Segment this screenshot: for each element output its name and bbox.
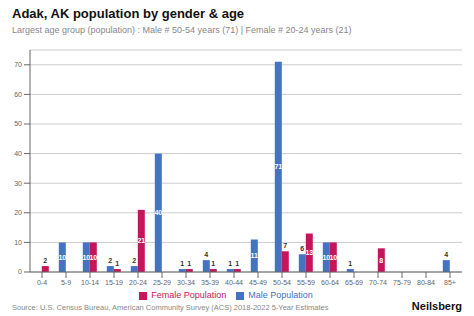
svg-text:4: 4 <box>444 251 448 258</box>
svg-text:71: 71 <box>274 163 282 170</box>
svg-text:40: 40 <box>14 150 22 157</box>
svg-text:10: 10 <box>82 253 91 261</box>
svg-text:6: 6 <box>300 245 304 252</box>
svg-text:20-24: 20-24 <box>129 279 147 286</box>
svg-text:21: 21 <box>137 237 145 244</box>
svg-text:10: 10 <box>58 254 66 261</box>
svg-text:1: 1 <box>235 260 239 267</box>
svg-text:50-54: 50-54 <box>273 279 291 286</box>
svg-text:1: 1 <box>115 260 119 267</box>
svg-text:2: 2 <box>132 257 136 264</box>
svg-text:1: 1 <box>211 260 215 267</box>
svg-text:60-64: 60-64 <box>321 279 339 286</box>
svg-text:7: 7 <box>283 242 287 249</box>
svg-text:40-44: 40-44 <box>225 279 243 286</box>
svg-text:13: 13 <box>305 249 313 256</box>
svg-text:65-69: 65-69 <box>345 279 363 286</box>
svg-text:55-59: 55-59 <box>297 279 315 286</box>
svg-text:5-9: 5-9 <box>61 279 71 286</box>
svg-text:1: 1 <box>348 260 352 267</box>
svg-text:80-84: 80-84 <box>417 279 435 286</box>
svg-text:50: 50 <box>14 120 22 127</box>
svg-text:2: 2 <box>108 257 112 264</box>
svg-text:35-39: 35-39 <box>201 279 219 286</box>
svg-text:1: 1 <box>180 260 184 267</box>
svg-text:1: 1 <box>187 260 191 267</box>
svg-text:60: 60 <box>14 91 22 98</box>
svg-text:10: 10 <box>329 254 337 261</box>
svg-text:10: 10 <box>322 253 331 261</box>
svg-text:40: 40 <box>154 209 162 216</box>
svg-text:10-14: 10-14 <box>81 279 99 286</box>
svg-text:75-79: 75-79 <box>393 279 411 286</box>
svg-text:10: 10 <box>14 239 22 246</box>
svg-text:30: 30 <box>14 180 22 187</box>
svg-text:0-4: 0-4 <box>37 279 47 286</box>
html-text:Adak, AK population by gender: Adak, AK population by gender & age <box>12 6 245 21</box>
svg-text:0: 0 <box>18 268 22 275</box>
html-text:Source: U.S. Census Bureau, Am: Source: U.S. Census Bureau, American Com… <box>12 303 329 312</box>
svg-text:1: 1 <box>228 260 232 267</box>
html-text:Largest age group (population): Largest age group (population) : Male # … <box>12 25 352 35</box>
html-text:Male Population: Male Population <box>248 290 313 300</box>
svg-text:20: 20 <box>14 209 22 216</box>
svg-text:85+: 85+ <box>444 279 456 286</box>
svg-text:4: 4 <box>204 251 208 258</box>
svg-text:2: 2 <box>43 257 47 264</box>
svg-text:11: 11 <box>251 252 259 259</box>
svg-text:8: 8 <box>379 257 383 264</box>
html-text:Neilsberg: Neilsberg <box>411 300 462 312</box>
svg-text:10: 10 <box>89 254 97 261</box>
svg-text:25-29: 25-29 <box>153 279 171 286</box>
svg-text:70-74: 70-74 <box>369 279 387 286</box>
html-text:Female Population: Female Population <box>151 290 227 300</box>
svg-text:15-19: 15-19 <box>105 279 123 286</box>
svg-text:45-49: 45-49 <box>249 279 267 286</box>
svg-text:30-34: 30-34 <box>177 279 195 286</box>
svg-text:70: 70 <box>14 61 22 68</box>
